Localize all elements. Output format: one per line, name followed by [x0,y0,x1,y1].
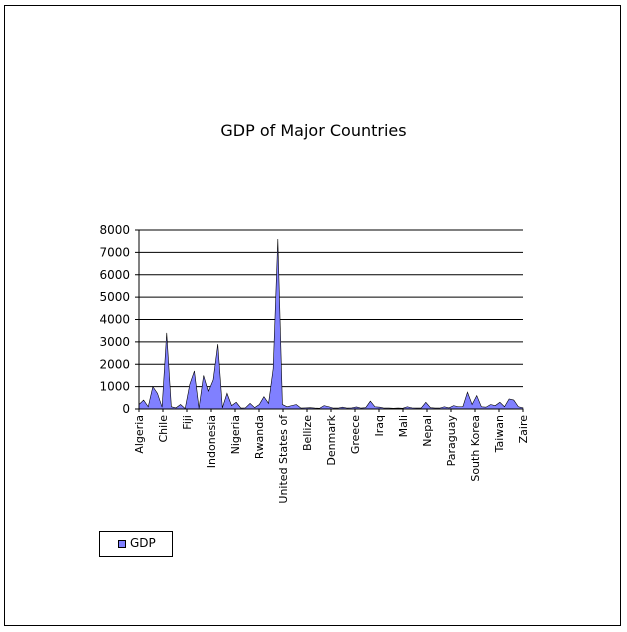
series-area-layer [138,238,524,410]
y-tick-label-0: 0 [122,402,130,416]
x-tick-label-iraq: Iraq [373,415,386,437]
y-tick-label-1000: 1000 [99,380,130,394]
y-tick-label-3000: 3000 [99,335,130,349]
legend-label-gdp: GDP [130,536,156,550]
x-tick-label-paraguay: Paraguay [445,415,458,467]
x-tick-label-denmark: Denmark [325,414,338,465]
chart-title: GDP of Major Countries [220,121,407,140]
chart-frame [4,5,621,626]
x-tick-label-mali: Mali [397,415,410,437]
legend-swatch-gdp [118,540,126,548]
x-tick-label-greece: Greece [349,415,362,454]
x-tick-label-zaire: Zaire [517,415,530,444]
x-tick-label-fiji: Fiji [181,415,194,430]
x-tick-label-nepal: Nepal [421,415,434,447]
legend: GDP [99,531,173,557]
y-tick-label-4000: 4000 [99,313,130,327]
y-tick-labels: 0 1000 2000 3000 4000 5000 6000 7000 8000 [99,223,130,416]
x-tick-label-united-states-of: United States of [277,414,290,504]
series-area-gdp [138,238,524,410]
x-tick-label-bellize: Bellize [301,415,314,451]
y-tick-label-6000: 6000 [99,268,130,282]
x-tick-label-taiwan: Taiwan [493,415,506,453]
y-tick-label-8000: 8000 [99,223,130,237]
x-tick-label-rwanda: Rwanda [253,415,266,459]
x-tick-label-chile: Chile [157,415,170,443]
x-tick-labels: Algeria Chile Fiji Indonesia Nigeria Rwanda Un… [133,414,530,504]
y-tick-label-2000: 2000 [99,357,130,371]
x-tick-label-indonesia: Indonesia [205,415,218,468]
gridlines [139,229,523,410]
axes [135,229,524,412]
x-tick-label-algeria: Algeria [133,415,146,454]
x-tick-label-south-korea: South Korea [469,415,482,482]
x-tick-label-nigeria: Nigeria [229,415,242,454]
y-tick-label-7000: 7000 [99,245,130,259]
y-tick-label-5000: 5000 [99,290,130,304]
